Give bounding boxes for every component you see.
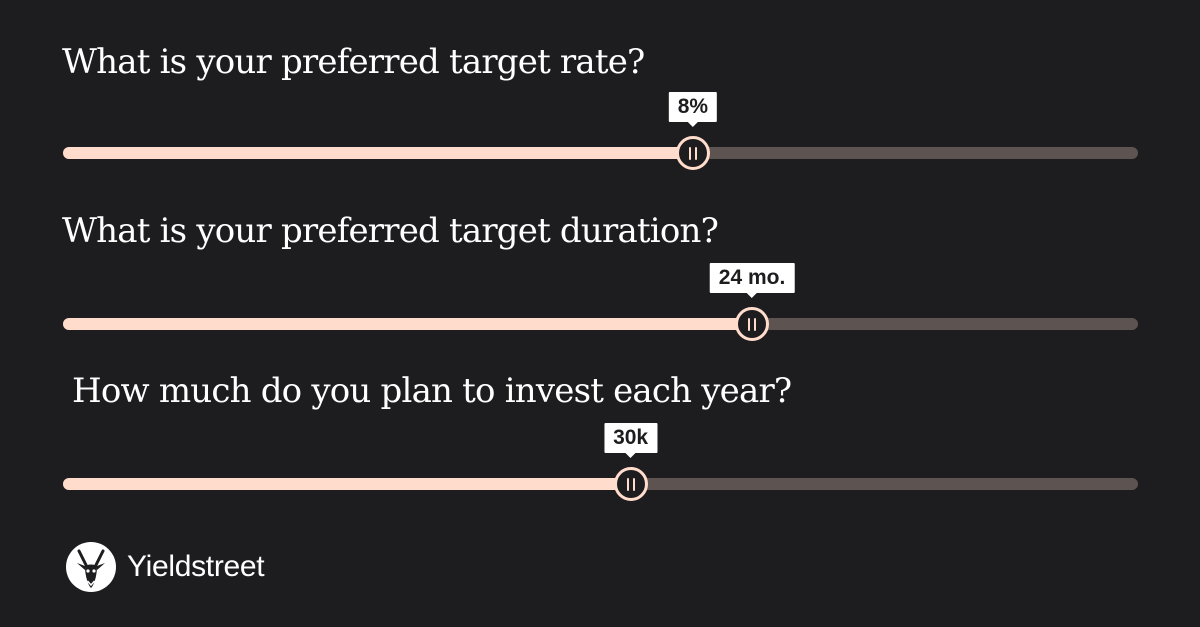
slider-track[interactable]: [63, 318, 1138, 330]
slider-thumb[interactable]: [735, 307, 770, 341]
grip-icon: [688, 146, 697, 160]
grip-icon: [626, 477, 635, 491]
slider-fill: [63, 147, 693, 159]
slider-thumb[interactable]: [675, 136, 710, 170]
slider-rate[interactable]: 8%: [63, 92, 1138, 174]
question-title-investment: How much do you plan to invest each year…: [72, 371, 792, 411]
slider-value-tag: 30k: [604, 423, 658, 458]
slider-fill: [63, 478, 631, 490]
grip-icon: [748, 317, 757, 331]
question-title-rate: What is your preferred target rate?: [62, 42, 645, 82]
slider-value-tag: 24 mo.: [709, 263, 795, 298]
slider-thumb[interactable]: [613, 467, 648, 501]
slider-track[interactable]: [63, 147, 1138, 159]
question-title-duration: What is your preferred target duration?: [62, 211, 719, 251]
slider-fill: [63, 318, 753, 330]
antelope-head-icon: [66, 542, 116, 592]
brand: Yieldstreet: [65, 541, 265, 593]
slider-investment[interactable]: 30k: [63, 423, 1138, 505]
slider-duration[interactable]: 24 mo.: [63, 263, 1138, 345]
slider-value-tag: 8%: [668, 92, 718, 127]
brand-name: Yieldstreet: [127, 550, 265, 583]
slider-track[interactable]: [63, 478, 1138, 490]
